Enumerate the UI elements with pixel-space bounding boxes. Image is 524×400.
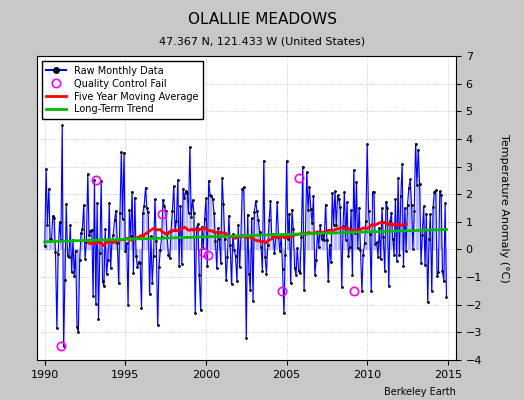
Text: Berkeley Earth: Berkeley Earth bbox=[384, 387, 456, 397]
Y-axis label: Temperature Anomaly (°C): Temperature Anomaly (°C) bbox=[499, 134, 509, 282]
Text: OLALLIE MEADOWS: OLALLIE MEADOWS bbox=[188, 12, 336, 27]
Legend: Raw Monthly Data, Quality Control Fail, Five Year Moving Average, Long-Term Tren: Raw Monthly Data, Quality Control Fail, … bbox=[41, 61, 203, 119]
Text: 47.367 N, 121.433 W (United States): 47.367 N, 121.433 W (United States) bbox=[159, 36, 365, 46]
